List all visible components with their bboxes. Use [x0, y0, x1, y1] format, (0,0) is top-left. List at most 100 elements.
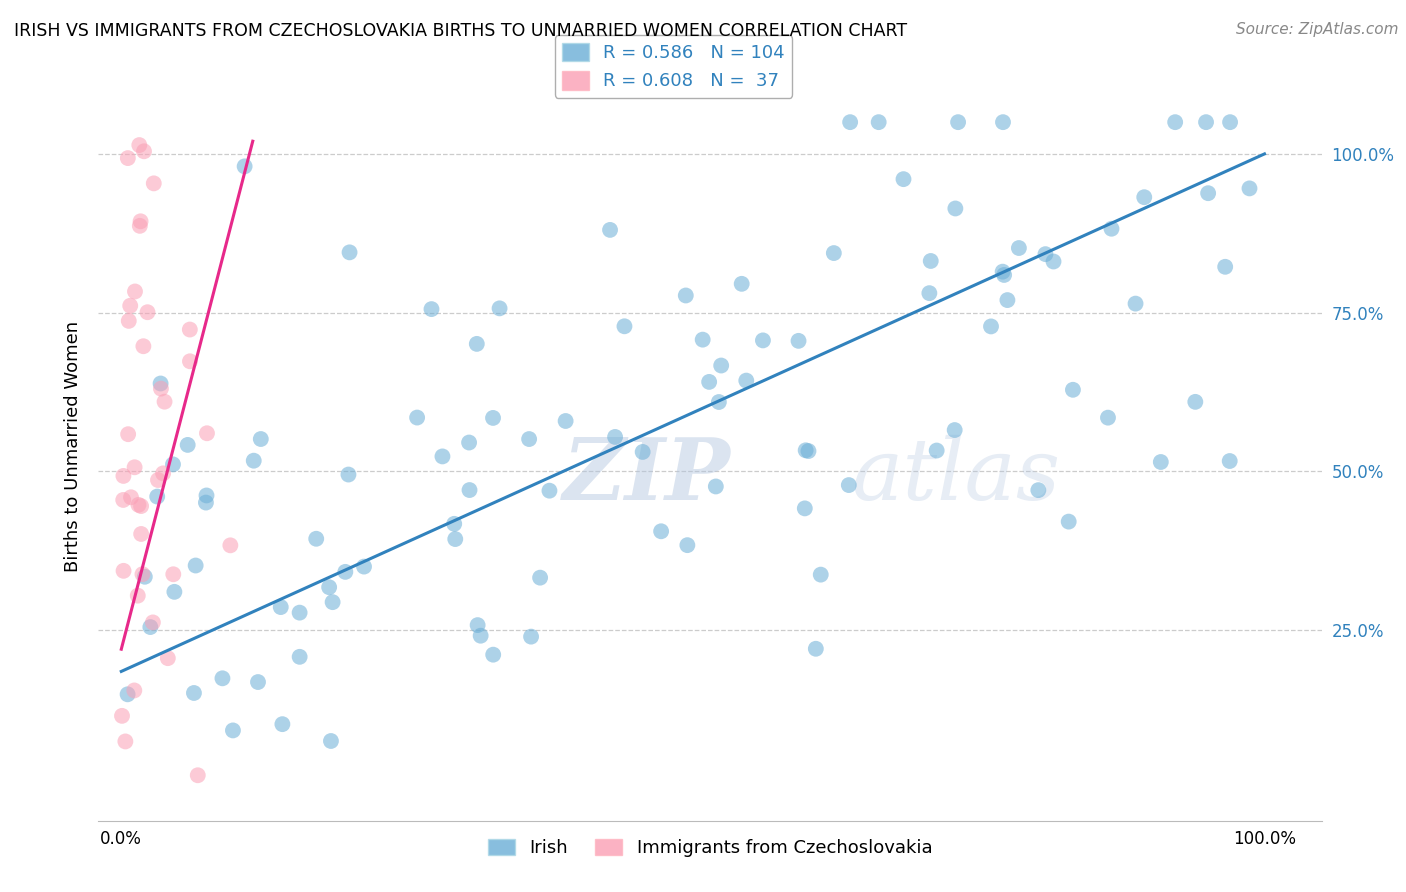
Point: [305, 532, 328, 546]
Point: [1219, 115, 1241, 129]
Point: [488, 301, 510, 316]
Point: [1213, 260, 1236, 274]
Point: [1219, 454, 1241, 468]
Point: [794, 443, 817, 458]
Point: [458, 435, 481, 450]
Point: [149, 382, 172, 396]
Point: [353, 559, 375, 574]
Point: [337, 467, 360, 482]
Point: [152, 467, 174, 481]
Point: [467, 618, 489, 632]
Point: [613, 319, 636, 334]
Point: [1164, 115, 1187, 129]
Point: [731, 277, 754, 291]
Point: [599, 223, 621, 237]
Point: [142, 177, 165, 191]
Point: [997, 293, 1019, 307]
Point: [529, 571, 551, 585]
Point: [432, 450, 454, 464]
Point: [129, 499, 152, 513]
Point: [838, 478, 860, 492]
Point: [176, 438, 198, 452]
Point: [1133, 190, 1156, 204]
Point: [1195, 115, 1218, 129]
Point: [1097, 410, 1119, 425]
Point: [242, 453, 264, 467]
Point: [943, 202, 966, 216]
Point: [247, 675, 270, 690]
Point: [120, 490, 142, 504]
Point: [288, 606, 311, 620]
Point: [993, 268, 1015, 282]
Point: [139, 620, 162, 634]
Point: [735, 374, 758, 388]
Point: [697, 375, 720, 389]
Point: [112, 469, 135, 483]
Point: [124, 285, 146, 299]
Point: [603, 430, 626, 444]
Point: [787, 334, 810, 348]
Point: [288, 649, 311, 664]
Point: [943, 423, 966, 437]
Point: [918, 286, 941, 301]
Point: [132, 145, 155, 159]
Point: [839, 115, 862, 129]
Point: [893, 172, 915, 186]
Point: [222, 723, 245, 738]
Point: [195, 488, 218, 502]
Point: [114, 734, 136, 748]
Point: [482, 411, 505, 425]
Point: [146, 473, 169, 487]
Point: [162, 567, 184, 582]
Point: [117, 427, 139, 442]
Point: [443, 516, 465, 531]
Point: [271, 717, 294, 731]
Point: [1062, 383, 1084, 397]
Point: [1184, 395, 1206, 409]
Point: [270, 600, 292, 615]
Point: [823, 246, 845, 260]
Point: [146, 490, 169, 504]
Text: ZIP: ZIP: [564, 434, 731, 517]
Y-axis label: Births to Unmarried Women: Births to Unmarried Women: [63, 320, 82, 572]
Point: [112, 492, 135, 507]
Text: Source: ZipAtlas.com: Source: ZipAtlas.com: [1236, 22, 1399, 37]
Point: [517, 432, 540, 446]
Point: [752, 334, 775, 348]
Point: [868, 115, 890, 129]
Point: [162, 458, 184, 472]
Point: [465, 337, 488, 351]
Point: [406, 410, 429, 425]
Point: [810, 567, 832, 582]
Point: [991, 115, 1014, 129]
Point: [458, 483, 481, 497]
Point: [112, 564, 135, 578]
Point: [149, 376, 172, 391]
Point: [704, 479, 727, 493]
Text: atlas: atlas: [851, 434, 1060, 517]
Point: [233, 159, 256, 173]
Point: [120, 299, 142, 313]
Point: [538, 483, 561, 498]
Point: [128, 219, 150, 233]
Point: [1042, 254, 1064, 268]
Point: [117, 151, 139, 165]
Point: [804, 641, 827, 656]
Point: [482, 648, 505, 662]
Point: [129, 527, 152, 541]
Point: [195, 426, 218, 441]
Point: [134, 570, 156, 584]
Point: [1150, 455, 1173, 469]
Point: [692, 333, 714, 347]
Point: [179, 354, 201, 368]
Point: [980, 319, 1002, 334]
Point: [179, 322, 201, 336]
Point: [153, 394, 176, 409]
Text: IRISH VS IMMIGRANTS FROM CZECHOSLOVAKIA BIRTHS TO UNMARRIED WOMEN CORRELATION CH: IRISH VS IMMIGRANTS FROM CZECHOSLOVAKIA …: [14, 22, 907, 40]
Point: [420, 302, 443, 317]
Point: [319, 734, 342, 748]
Point: [946, 115, 969, 129]
Point: [111, 709, 134, 723]
Point: [187, 768, 209, 782]
Point: [219, 538, 242, 552]
